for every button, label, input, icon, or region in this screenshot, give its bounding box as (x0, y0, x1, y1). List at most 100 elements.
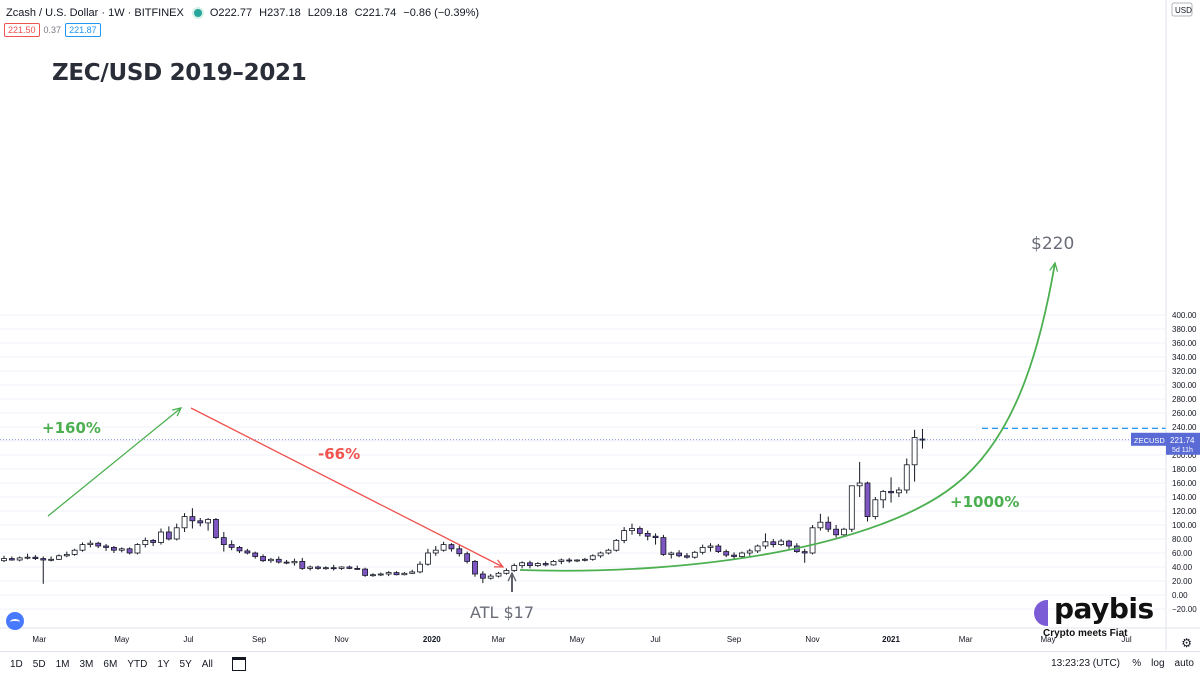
candle-body[interactable] (362, 568, 369, 576)
candle-body[interactable] (660, 537, 667, 555)
candle-body[interactable] (173, 527, 180, 540)
candle-body[interactable] (511, 565, 518, 571)
candle-body[interactable] (668, 552, 675, 555)
candle-body[interactable] (244, 550, 251, 554)
candle-body[interactable] (746, 550, 753, 554)
candle-body[interactable] (613, 540, 620, 551)
candle-body[interactable] (582, 558, 588, 561)
timeframe-1m[interactable]: 1M (55, 658, 70, 670)
candle-body[interactable] (856, 482, 863, 487)
candle-body[interactable] (605, 549, 612, 554)
candle-body[interactable] (786, 540, 792, 547)
candle-body[interactable] (676, 552, 682, 557)
symbol-tag[interactable] (1131, 432, 1166, 446)
candle-body[interactable] (197, 520, 204, 524)
candle-body[interactable] (841, 528, 847, 536)
candle-body[interactable] (527, 562, 533, 566)
candle-body[interactable] (315, 566, 321, 569)
candle-body[interactable] (165, 531, 172, 540)
candle-body[interactable] (48, 558, 54, 561)
candle-body[interactable] (739, 552, 745, 557)
auto-scale-toggle[interactable]: auto (1174, 658, 1194, 669)
timeframe-6m[interactable]: 6M (103, 658, 118, 670)
candle-body[interactable] (87, 542, 94, 546)
candle-body[interactable] (95, 542, 102, 547)
candle-body[interactable] (503, 570, 510, 574)
settings-gear-icon[interactable]: ⚙ (1181, 636, 1192, 650)
candle-body[interactable] (1, 558, 7, 562)
timeframe-1d[interactable]: 1D (10, 658, 23, 670)
timeframe-all[interactable]: All (201, 658, 213, 670)
candle-body[interactable] (629, 528, 635, 531)
candle-body[interactable] (118, 548, 125, 551)
candle-body[interactable] (189, 516, 196, 522)
candle-body[interactable] (817, 521, 824, 529)
candle-body[interactable] (731, 554, 737, 557)
ask-price[interactable]: 221.87 (65, 23, 101, 37)
candle-body[interactable] (534, 563, 541, 566)
candle-body[interactable] (880, 490, 887, 501)
utc-clock[interactable]: 13:23:23 (UTC) (1051, 658, 1120, 669)
log-scale-toggle[interactable]: log (1151, 658, 1165, 669)
timeframe-5d[interactable]: 5D (32, 658, 46, 670)
candle-body[interactable] (864, 482, 871, 517)
candle-body[interactable] (723, 551, 730, 556)
currency-box[interactable] (1171, 2, 1193, 17)
candle-body[interactable] (833, 528, 839, 536)
candle-body[interactable] (401, 572, 408, 576)
candle-body[interactable] (754, 545, 761, 552)
candle-body[interactable] (252, 552, 259, 557)
candle-body[interactable] (691, 551, 698, 558)
candle-body[interactable] (409, 571, 416, 574)
candle-body[interactable] (456, 548, 463, 555)
candle-body[interactable] (63, 554, 70, 557)
candle-body[interactable] (911, 437, 918, 466)
candle-body[interactable] (636, 528, 643, 534)
candle-body[interactable] (472, 561, 478, 575)
candle-body[interactable] (495, 572, 502, 577)
tradingview-logo-icon[interactable] (6, 612, 24, 630)
candle-body[interactable] (825, 521, 832, 530)
candle-body[interactable] (16, 557, 23, 561)
candle-body[interactable] (896, 489, 902, 494)
candle-body[interactable] (770, 541, 777, 545)
candle-body[interactable] (809, 527, 816, 554)
candle-body[interactable] (574, 559, 580, 562)
candle-body[interactable] (111, 547, 117, 551)
candle-body[interactable] (8, 558, 15, 561)
bid-price[interactable]: 221.50 (4, 23, 40, 37)
candle-body[interactable] (684, 555, 690, 558)
timeframe-5y[interactable]: 5Y (179, 658, 192, 670)
candle-body[interactable] (205, 519, 212, 524)
candle-body[interactable] (370, 574, 376, 577)
candle-body[interactable] (181, 516, 188, 529)
candle-body[interactable] (354, 568, 361, 570)
candle-body[interactable] (267, 558, 274, 562)
candle-body[interactable] (440, 544, 447, 551)
candle-body[interactable] (652, 535, 659, 539)
candle-body[interactable] (801, 551, 808, 554)
candle-body[interactable] (126, 548, 133, 554)
candle-body[interactable] (699, 547, 706, 553)
candle-body[interactable] (542, 563, 549, 566)
timeframe-1y[interactable]: 1Y (157, 658, 170, 670)
candle-body[interactable] (778, 540, 785, 545)
candle-body[interactable] (566, 559, 573, 562)
percent-scale-toggle[interactable]: % (1132, 658, 1142, 669)
candle-body[interactable] (487, 575, 494, 579)
candle-body[interactable] (213, 519, 219, 539)
candle-body[interactable] (377, 573, 384, 576)
candle-body[interactable] (479, 573, 486, 579)
candle-body[interactable] (558, 559, 565, 562)
candle-body[interactable] (322, 567, 329, 570)
candle-body[interactable] (307, 566, 314, 569)
candle-body[interactable] (903, 464, 910, 491)
candle-body[interactable] (220, 537, 227, 545)
candle-body[interactable] (621, 530, 628, 541)
candle-body[interactable] (56, 555, 62, 560)
candle-body[interactable] (228, 544, 235, 548)
candle-body[interactable] (79, 544, 86, 551)
candle-body[interactable] (644, 533, 651, 537)
last-price-tag[interactable] (1166, 432, 1200, 455)
